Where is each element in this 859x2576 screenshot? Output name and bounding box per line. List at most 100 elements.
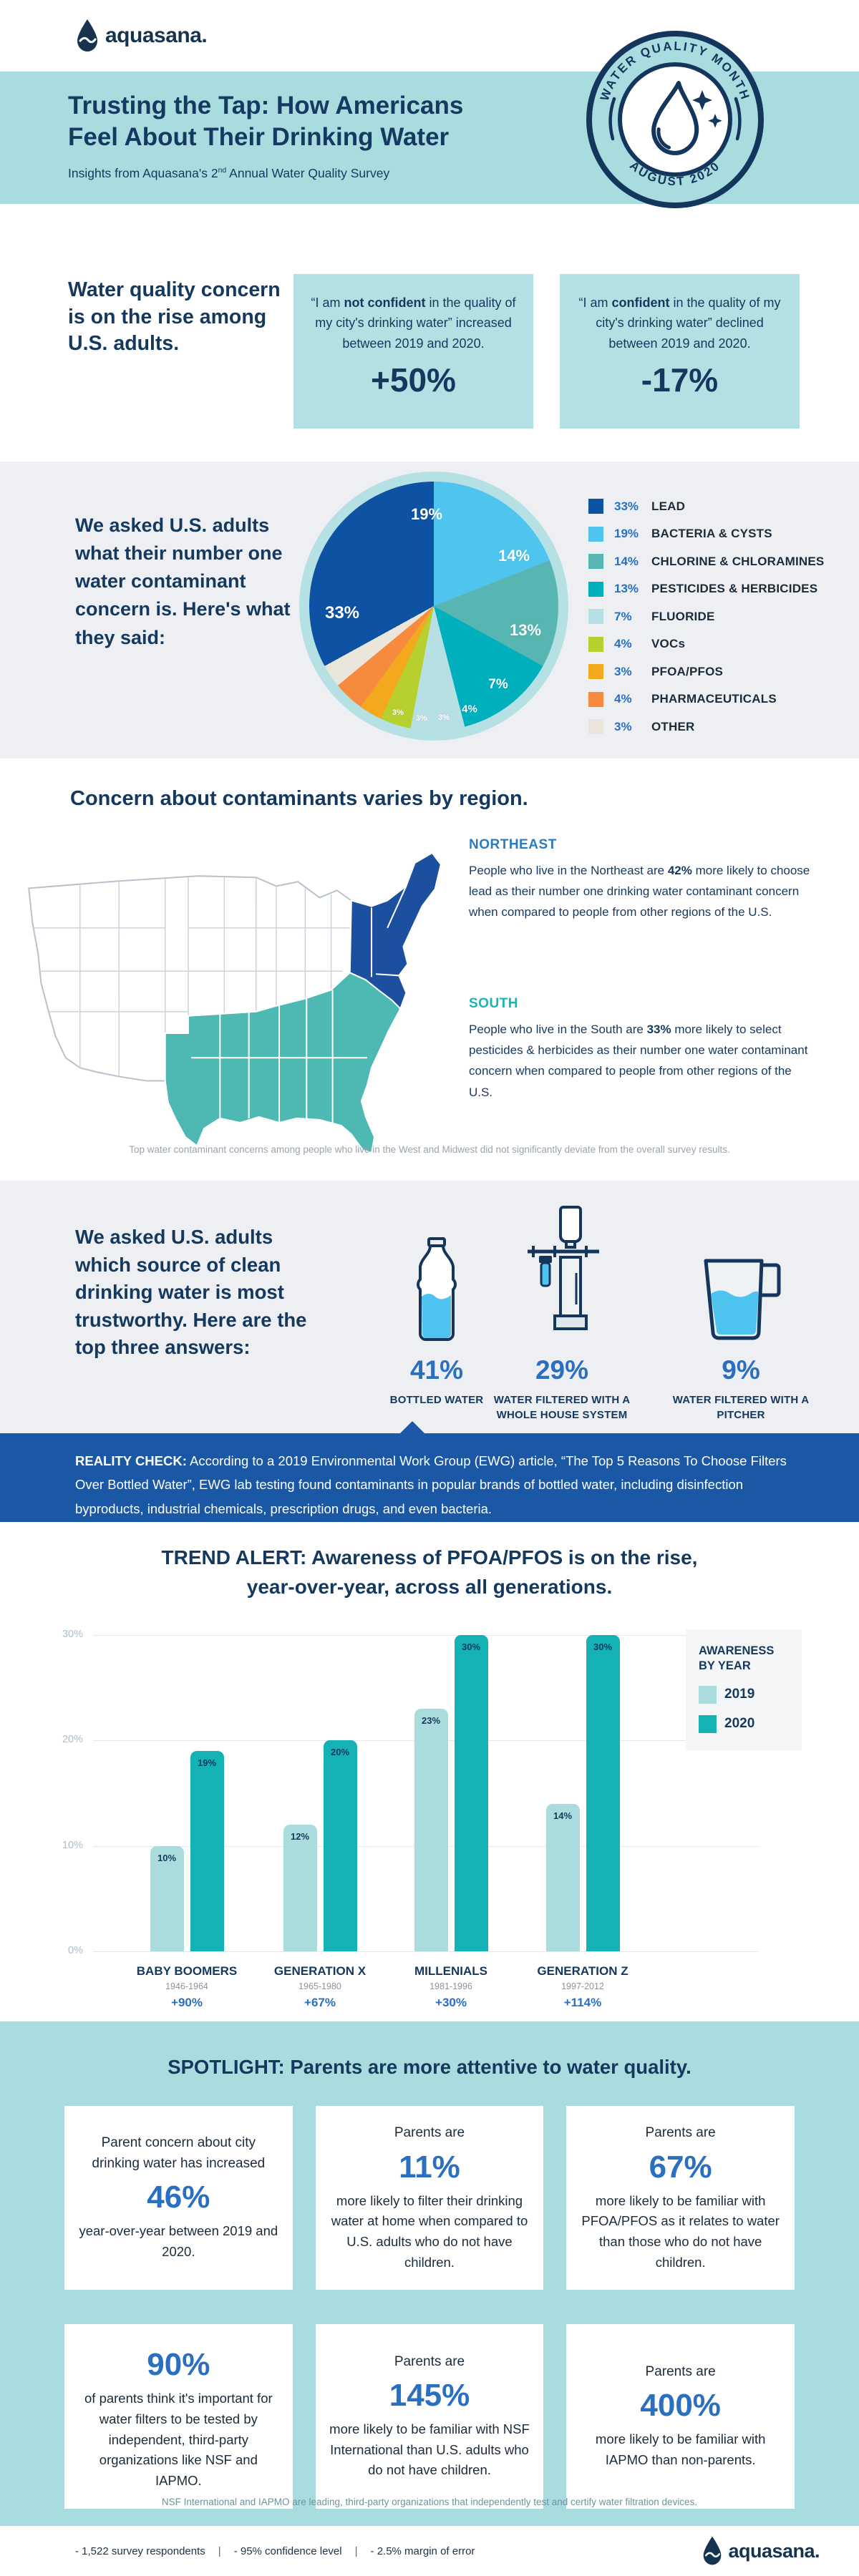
- bar-legend-title: AWARENESS BY YEAR: [699, 1644, 775, 1673]
- category-years: 1997-2012: [561, 1981, 604, 1991]
- legend-percent: 4%: [614, 692, 632, 706]
- bar-chart-legend: AWARENESS BY YEAR 2019 2020: [686, 1629, 802, 1750]
- map-region-south: [164, 972, 402, 1154]
- map-footnote: Top water contaminant concerns among peo…: [129, 1144, 730, 1155]
- pie-legend-item: 3% PFOA/PFOS: [588, 664, 824, 679]
- bar-2020: 30%: [586, 1635, 620, 1951]
- y-axis-tick: 10%: [62, 1839, 83, 1851]
- card-percent: 46%: [147, 2180, 210, 2215]
- bar-group: 10% 19% BABY BOOMERS 1946-1964 +90%: [133, 1635, 241, 2010]
- section-contaminant-concerns: We asked U.S. adults what their number o…: [0, 462, 859, 758]
- y-axis-tick: 20%: [62, 1734, 83, 1746]
- stat-box-not-confident: “I am not confident in the quality of my…: [293, 274, 533, 429]
- gridline: [93, 1951, 759, 1952]
- legend-swatch: [588, 554, 603, 569]
- legend-label: FLUORIDE: [651, 609, 715, 623]
- category-label: BABY BOOMERS: [136, 1964, 238, 1978]
- pie-legend-item: 14% CHLORINE & CHLORAMINES: [588, 554, 824, 569]
- category-label: GENERATION Z: [537, 1964, 629, 1978]
- card-percent: 400%: [640, 2388, 721, 2424]
- pie-legend-item: 19% BACTERIA & CYSTS: [588, 526, 824, 542]
- card-body-text: of parents think it's important for wate…: [84, 2391, 273, 2488]
- gridline: [93, 1635, 759, 1636]
- legend-percent: 13%: [614, 582, 639, 595]
- logo-wordmark: aquasana.: [105, 24, 208, 47]
- bar-2019: 10%: [150, 1845, 184, 1951]
- card-body-text: more likely to be familiar with PFOA/PFO…: [581, 2192, 780, 2270]
- card-top-text: Parents are: [645, 2125, 716, 2140]
- region-text: People who live in the Northeast are 42%…: [469, 864, 810, 919]
- stat-box-value: -17%: [641, 361, 719, 399]
- legend-label: BACTERIA & CYSTS: [651, 527, 772, 540]
- spotlight-footnote: NSF International and IAPMO are leading,…: [161, 2497, 698, 2507]
- stat-respondents: - 1,522 survey respondents: [75, 2545, 205, 2557]
- pie-slice-label: 14%: [498, 547, 530, 565]
- spotlight-card-1: Parent concern about city drinking water…: [64, 2106, 293, 2290]
- card-body-text: more likely to be familiar with NSF Inte…: [329, 2421, 530, 2478]
- bar-2019: 14%: [545, 1803, 580, 1951]
- bar-value-label: 19%: [197, 1757, 217, 1769]
- footer: - 1,522 survey respondents | - 95% confi…: [0, 2526, 859, 2576]
- bar-group: 14% 30% GENERATION Z 1997-2012 +114%: [529, 1635, 636, 2010]
- pie-section-heading: We asked U.S. adults what their number o…: [75, 514, 291, 648]
- legend-percent: 7%: [614, 609, 632, 623]
- pie-legend-item: 4% VOCs: [588, 636, 824, 652]
- bar-value-label: 30%: [461, 1641, 481, 1652]
- south-state-borders: [191, 990, 367, 1126]
- category-years: 1981-1996: [430, 1981, 472, 1991]
- legend-swatch: [588, 719, 603, 734]
- category-years: 1965-1980: [299, 1981, 341, 1991]
- card-percent: 90%: [147, 2347, 210, 2383]
- bar-2019: 23%: [414, 1709, 448, 1951]
- section-region-map: Concern about contaminants varies by reg…: [0, 758, 859, 1181]
- legend-percent: 3%: [614, 664, 632, 678]
- legend-percent: 19%: [614, 527, 639, 540]
- map-region-northeast: [349, 852, 442, 1010]
- pie-legend-item: 13% PESTICIDES & HERBICIDES: [588, 581, 824, 597]
- pie-slice-label: 33%: [324, 603, 360, 623]
- bar-group: 23% 30% MILLENIALS 1981-1996 +30%: [397, 1635, 505, 2010]
- category-change: +30%: [435, 1996, 467, 2009]
- spotlight-card-4: 90% of parents think it's important for …: [64, 2324, 293, 2509]
- pie-legend-item: 33% LEAD: [588, 499, 824, 514]
- bar-value-label: 20%: [330, 1747, 350, 1758]
- badge-droplet-icon: [651, 81, 699, 155]
- section-trend-alert: TREND ALERT: Awareness of PFOA/PFOS is o…: [0, 1522, 859, 2021]
- reality-check-banner: REALITY CHECK: According to a 2019 Envir…: [0, 1421, 859, 1522]
- water-quality-month-badge: WATER QUALITY MONTH AUGUST 2020: [586, 30, 765, 209]
- us-region-map: [28, 852, 442, 1154]
- pie-slice-label: 7%: [488, 677, 508, 692]
- legend-label: OTHER: [651, 719, 695, 733]
- category-years: 1946-1964: [165, 1981, 208, 1991]
- bar-legend-item-2020: 2020: [699, 1714, 789, 1733]
- category-label: MILLENIALS: [414, 1964, 487, 1978]
- concern-heading: Water quality concern is on the rise amo…: [68, 278, 281, 356]
- bar-legend-swatch-2020: [699, 1714, 717, 1733]
- region-callout-northeast: NORTHEAST People who live in the Northea…: [469, 837, 811, 923]
- whole-house-filter-icon: [483, 1201, 641, 1344]
- bar-2020: 20%: [323, 1740, 357, 1951]
- trend-title: TREND ALERT: Awareness of PFOA/PFOS is o…: [161, 1546, 698, 1598]
- region-name: SOUTH: [469, 996, 518, 1011]
- northeast-state-borders: [371, 885, 407, 977]
- spotlight-card-6: Parents are 400% more likely to be famil…: [566, 2324, 795, 2509]
- card-top-text: Parents are: [645, 2363, 716, 2379]
- bar-value-label: 23%: [421, 1715, 441, 1727]
- legend-swatch: [588, 691, 603, 707]
- page-title: Trusting the Tap: How Americans Feel Abo…: [68, 92, 464, 152]
- bar-value-label: 30%: [593, 1641, 613, 1652]
- region-name: NORTHEAST: [469, 837, 557, 852]
- legend-swatch: [588, 609, 603, 624]
- pie-slice-label: 13%: [509, 621, 542, 639]
- card-percent: 145%: [389, 2378, 470, 2414]
- reality-check-text: REALITY CHECK: According to a 2019 Envir…: [75, 1453, 787, 1516]
- pie-legend: 33% LEAD 19% BACTERIA & CYSTS 14% CHLORINE & …: [588, 499, 824, 747]
- legend-label: VOCs: [651, 637, 686, 650]
- trust-answer-whole-house-system: 29% WATER FILTERED WITH A WHOLE HOUSE SY…: [483, 1201, 641, 1423]
- category-change: +67%: [304, 1996, 336, 2009]
- card-top-text: Parents are: [394, 2125, 465, 2140]
- stat-separator: |: [354, 2545, 358, 2557]
- card-body-text: more likely to be familiar with IAPMO th…: [595, 2431, 766, 2468]
- legend-label: PESTICIDES & HERBICIDES: [651, 582, 818, 595]
